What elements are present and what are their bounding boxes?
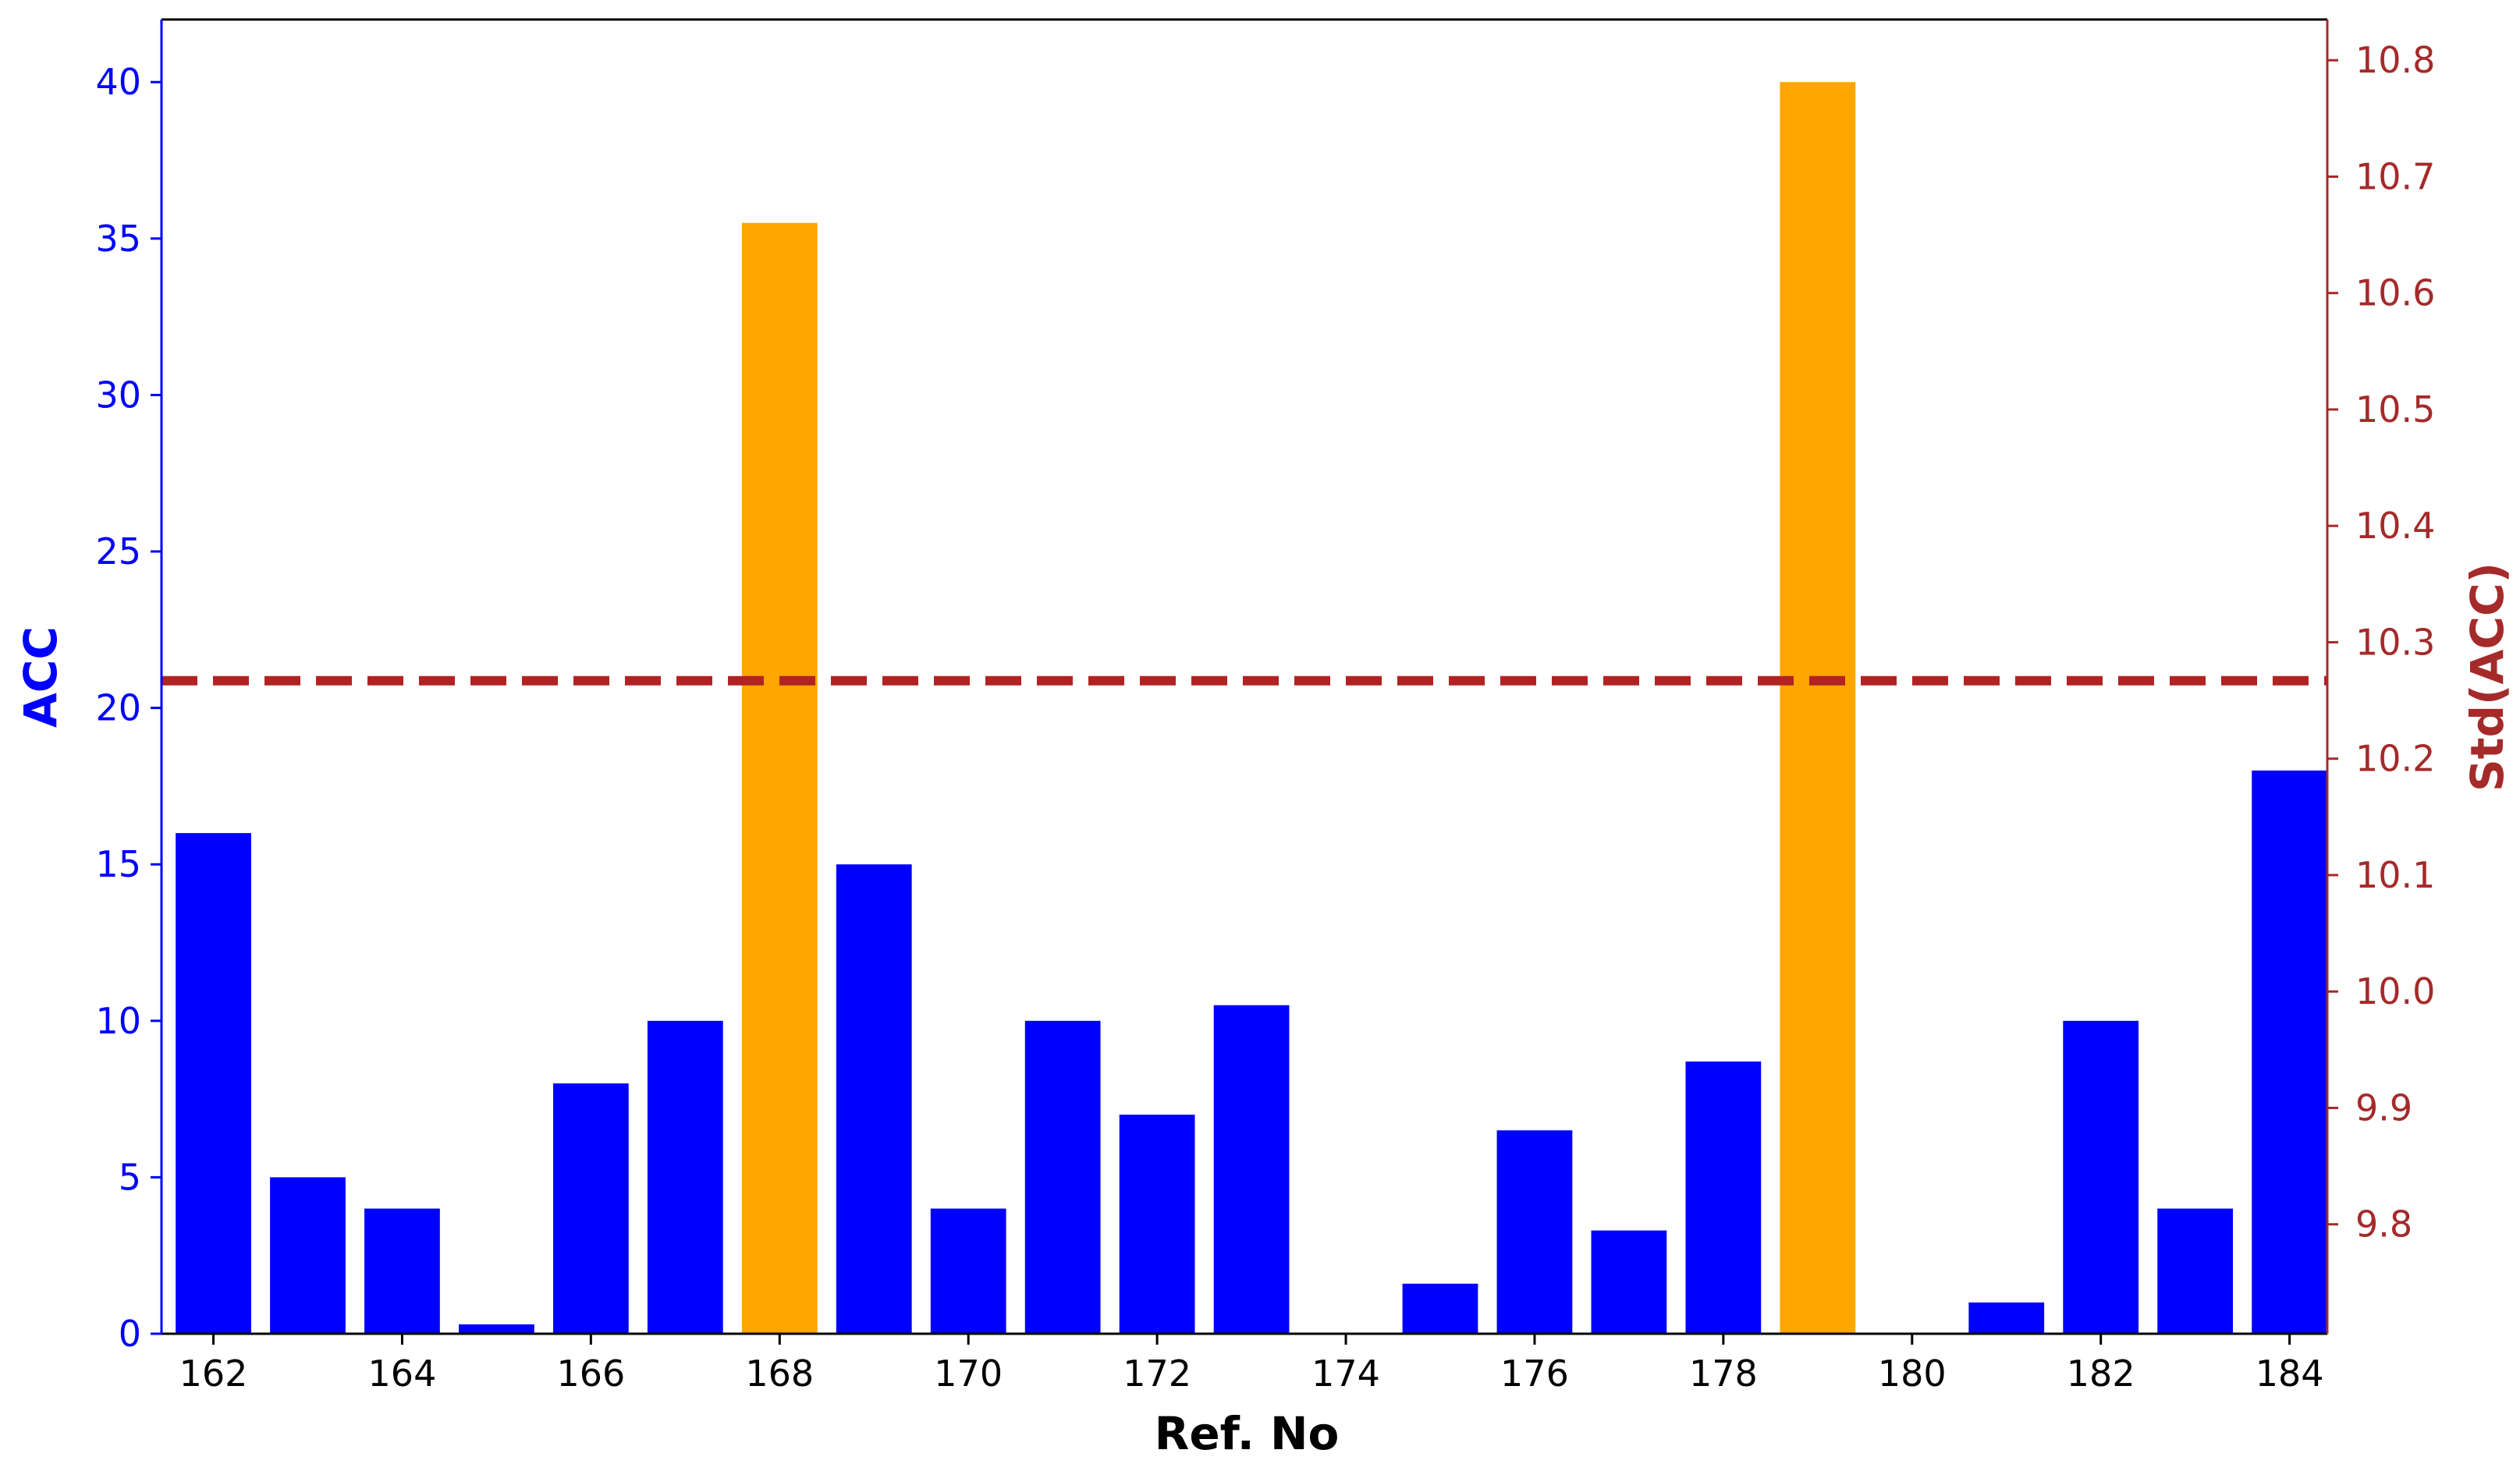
x-axis-title: Ref. No xyxy=(1155,1407,1340,1460)
x-tick-label: 166 xyxy=(556,1352,625,1395)
x-tick-label: 178 xyxy=(1689,1352,1758,1395)
x-tick-label: 162 xyxy=(179,1352,248,1395)
bar-168 xyxy=(741,222,818,1334)
y-right-tick-label: 10.5 xyxy=(2355,388,2435,431)
bar-162 xyxy=(176,833,251,1334)
x-tick-label: 170 xyxy=(934,1352,1003,1395)
y-left-tick-label: 40 xyxy=(95,61,141,103)
bar-181 xyxy=(1968,1302,2045,1334)
bar-165 xyxy=(459,1324,534,1334)
y-left-tick-label: 35 xyxy=(95,218,141,260)
y-right-tick-label: 10.8 xyxy=(2355,39,2435,81)
bar-178 xyxy=(1685,1061,1762,1334)
x-tick-label: 180 xyxy=(1878,1352,1947,1395)
y-right-tick-label: 9.9 xyxy=(2355,1086,2412,1129)
bars-layer xyxy=(176,82,2327,1335)
bar-182 xyxy=(2063,1020,2139,1334)
y-left-tick-label: 30 xyxy=(95,374,141,416)
bar-175 xyxy=(1402,1283,1478,1334)
bar-169 xyxy=(836,864,912,1334)
bar-183 xyxy=(2157,1208,2234,1334)
y-left-tick-label: 15 xyxy=(95,843,141,885)
x-tick-label: 164 xyxy=(368,1352,437,1395)
y-right-tick-label: 10.0 xyxy=(2355,970,2435,1012)
bar-172 xyxy=(1119,1115,1195,1334)
y-left-tick-label: 0 xyxy=(119,1313,141,1355)
y-axis-title-right: Std(ACC) xyxy=(2461,562,2514,792)
y-right-tick-label: 10.3 xyxy=(2355,621,2435,663)
y-right-tick-label: 10.7 xyxy=(2355,155,2435,197)
ticks-layer: 162 164 166 168 170 172 174 176 178 180 182 184 0 5 10… xyxy=(95,39,2435,1395)
bar-170 xyxy=(930,1208,1006,1334)
x-tick-label: 168 xyxy=(745,1352,814,1395)
bar-163 xyxy=(270,1177,346,1334)
x-tick-label: 174 xyxy=(1311,1352,1380,1395)
y-right-tick-label: 10.4 xyxy=(2355,505,2435,547)
y-right-tick-label: 9.8 xyxy=(2355,1203,2412,1246)
y-right-tick-label: 10.6 xyxy=(2355,272,2435,314)
bar-179 xyxy=(1780,82,1856,1335)
y-right-tick-label: 10.2 xyxy=(2355,738,2435,780)
y-left-tick-label: 20 xyxy=(95,687,141,729)
bar-176 xyxy=(1496,1130,1573,1334)
y-left-tick-label: 5 xyxy=(119,1156,141,1198)
x-tick-label: 172 xyxy=(1123,1352,1191,1395)
x-tick-label: 176 xyxy=(1500,1352,1569,1395)
y-left-tick-label: 25 xyxy=(95,530,141,572)
bar-166 xyxy=(552,1083,629,1334)
bar-164 xyxy=(364,1208,440,1334)
bar-171 xyxy=(1024,1020,1101,1334)
bar-184 xyxy=(2252,770,2327,1334)
y-axis-title-left: ACC xyxy=(14,626,67,728)
x-tick-label: 182 xyxy=(2067,1352,2135,1395)
x-tick-label: 184 xyxy=(2256,1352,2324,1395)
y-left-tick-label: 10 xyxy=(95,1000,141,1042)
bar-167 xyxy=(647,1020,723,1334)
bar-173 xyxy=(1213,1005,1290,1334)
bar-177 xyxy=(1591,1230,1667,1334)
y-right-tick-label: 10.1 xyxy=(2355,854,2435,896)
